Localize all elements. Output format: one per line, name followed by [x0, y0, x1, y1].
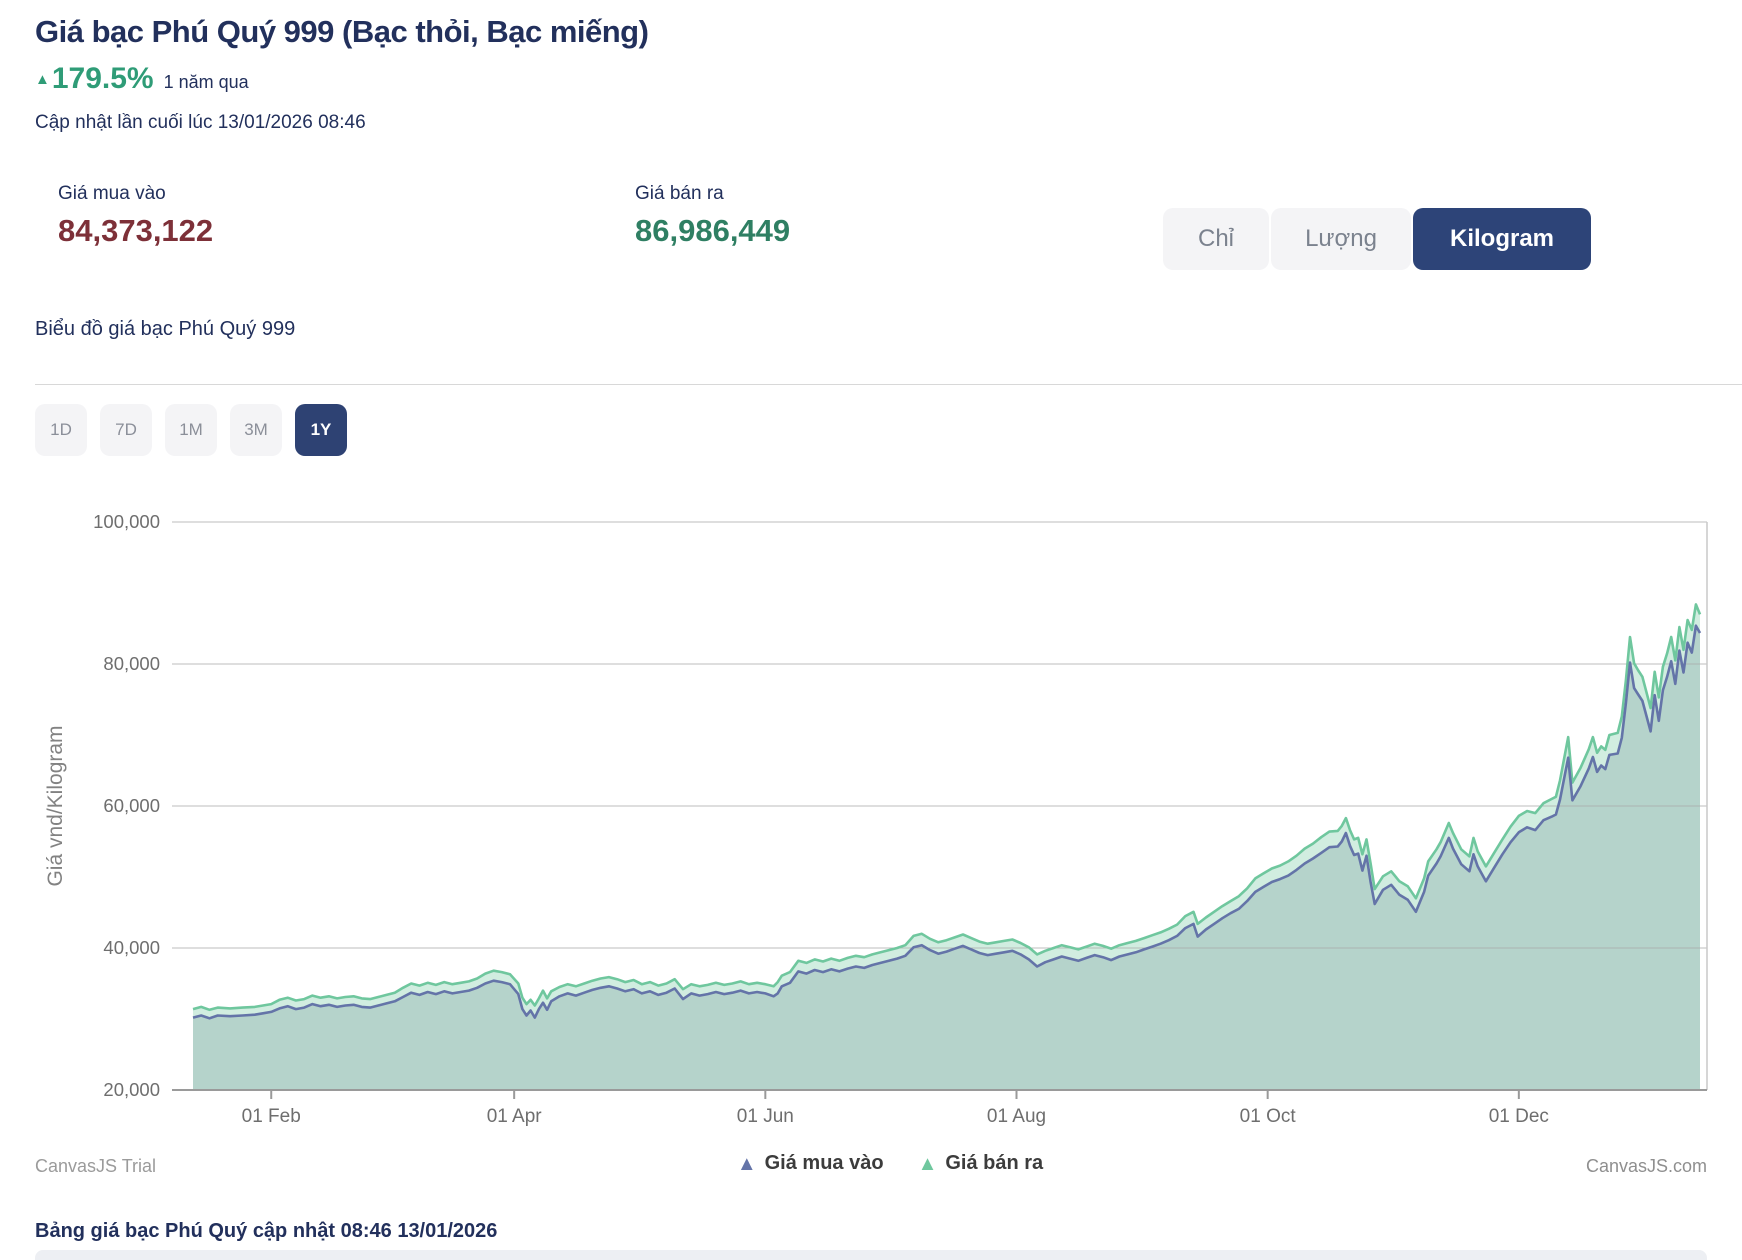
up-triangle-icon: ▲	[35, 71, 50, 88]
section-divider	[35, 384, 1742, 385]
svg-text:80,000: 80,000	[103, 653, 160, 674]
legend-label-buy: Giá mua vào	[764, 1152, 884, 1174]
unit-button-kilogram[interactable]: Kilogram	[1413, 208, 1591, 270]
price-chart[interactable]: 20,000 40,000 60,000 80,000 100,000 01 Feb 01 …	[0, 440, 1742, 1140]
range-button-group: 1D 7D 1M 3M 1Y	[35, 404, 347, 456]
range-button-1m[interactable]: 1M	[165, 404, 217, 456]
range-button-1d[interactable]: 1D	[35, 404, 87, 456]
buy-price-block: Giá mua vào 84,373,122	[58, 183, 213, 249]
price-table-caption: Bảng giá bạc Phú Quý cập nhật 08:46 13/0…	[35, 1220, 498, 1242]
svg-text:60,000: 60,000	[103, 795, 160, 816]
unit-button-luong[interactable]: Lượng	[1271, 208, 1411, 270]
legend-item-sell[interactable]: ▲ Giá bán ra	[918, 1152, 1044, 1175]
svg-text:01 Jun: 01 Jun	[737, 1106, 794, 1127]
svg-text:01 Oct: 01 Oct	[1240, 1106, 1297, 1127]
chart-subtitle: Biểu đồ giá bạc Phú Quý 999	[35, 318, 296, 340]
range-button-7d[interactable]: 7D	[100, 404, 152, 456]
svg-text:01 Apr: 01 Apr	[487, 1106, 543, 1127]
range-button-3m[interactable]: 3M	[230, 404, 282, 456]
buy-series-triangle-icon: ▲	[736, 1152, 757, 1175]
svg-text:01 Feb: 01 Feb	[242, 1106, 301, 1127]
svg-text:40,000: 40,000	[103, 937, 160, 958]
change-period-label: 1 năm qua	[163, 72, 249, 92]
unit-button-chi[interactable]: Chỉ	[1163, 208, 1269, 270]
buy-price-value: 84,373,122	[58, 213, 214, 248]
table-header-strip	[35, 1250, 1707, 1260]
svg-text:20,000: 20,000	[103, 1079, 160, 1100]
sell-series-triangle-icon: ▲	[917, 1152, 938, 1175]
sell-price-block: Giá bán ra 86,986,449	[635, 183, 790, 249]
legend-item-buy[interactable]: ▲ Giá mua vào	[737, 1152, 884, 1175]
legend-label-sell: Giá bán ra	[945, 1152, 1044, 1174]
sell-price-value: 86,986,449	[635, 213, 791, 248]
chart-legend: ▲ Giá mua vào ▲ Giá bán ra	[650, 1152, 1130, 1175]
canvasjs-trial-watermark: CanvasJS Trial	[35, 1156, 157, 1176]
page-title: Giá bạc Phú Quý 999 (Bạc thỏi, Bạc miếng…	[35, 14, 649, 49]
price-change-row: ▲ 179.5% 1 năm qua	[35, 62, 249, 96]
unit-toggle-group: Chỉ Lượng Kilogram	[1163, 208, 1591, 270]
canvasjs-brand-link[interactable]: CanvasJS.com	[1585, 1156, 1707, 1176]
last-updated-text: Cập nhật lần cuối lúc 13/01/2026 08:46	[35, 112, 366, 133]
svg-text:100,000: 100,000	[93, 511, 160, 532]
change-percent-value: 179.5%	[51, 62, 154, 95]
sell-price-label: Giá bán ra	[635, 183, 724, 204]
range-button-1y[interactable]: 1Y	[295, 404, 347, 456]
svg-text:01 Aug: 01 Aug	[987, 1106, 1046, 1127]
svg-text:01 Dec: 01 Dec	[1489, 1106, 1549, 1127]
change-percent: ▲ 179.5%	[35, 62, 154, 96]
y-axis-title: Giá vnd/Kilogram	[44, 725, 67, 886]
buy-price-label: Giá mua vào	[58, 183, 166, 204]
